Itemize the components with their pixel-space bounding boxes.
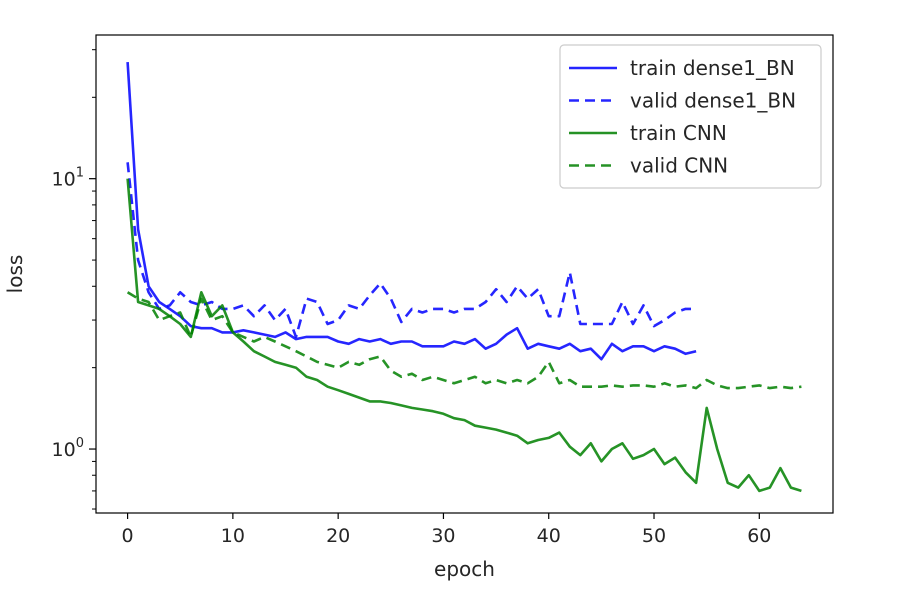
x-tick-label: 30 xyxy=(431,525,455,547)
series-layer xyxy=(126,62,802,493)
legend-label: train dense1_BN xyxy=(630,56,795,80)
plot-frame xyxy=(95,34,834,514)
x-tick-label: 50 xyxy=(642,525,666,547)
x-tick-label: 20 xyxy=(326,525,350,547)
series-line-3 xyxy=(126,291,802,390)
y-axis: 100 101 xyxy=(52,49,96,510)
legend-label: valid CNN xyxy=(630,154,728,178)
legend-label: train CNN xyxy=(630,121,727,145)
y-axis-label: loss xyxy=(3,255,27,294)
series-line-0 xyxy=(126,62,697,361)
legend-label: valid dense1_BN xyxy=(630,89,796,113)
x-tick-label: 10 xyxy=(221,525,245,547)
x-tick-label: 40 xyxy=(537,525,561,547)
x-axis-label: epoch xyxy=(434,557,495,581)
x-tick-label: 60 xyxy=(747,525,771,547)
series-line-2 xyxy=(126,178,802,493)
x-tick-label: 0 xyxy=(122,525,134,547)
y-tick-label: 101 xyxy=(52,166,84,191)
legend-box xyxy=(559,44,822,189)
y-tick-label: 100 xyxy=(52,436,84,461)
x-axis: 0 10 20 30 40 50 60 xyxy=(122,513,771,547)
